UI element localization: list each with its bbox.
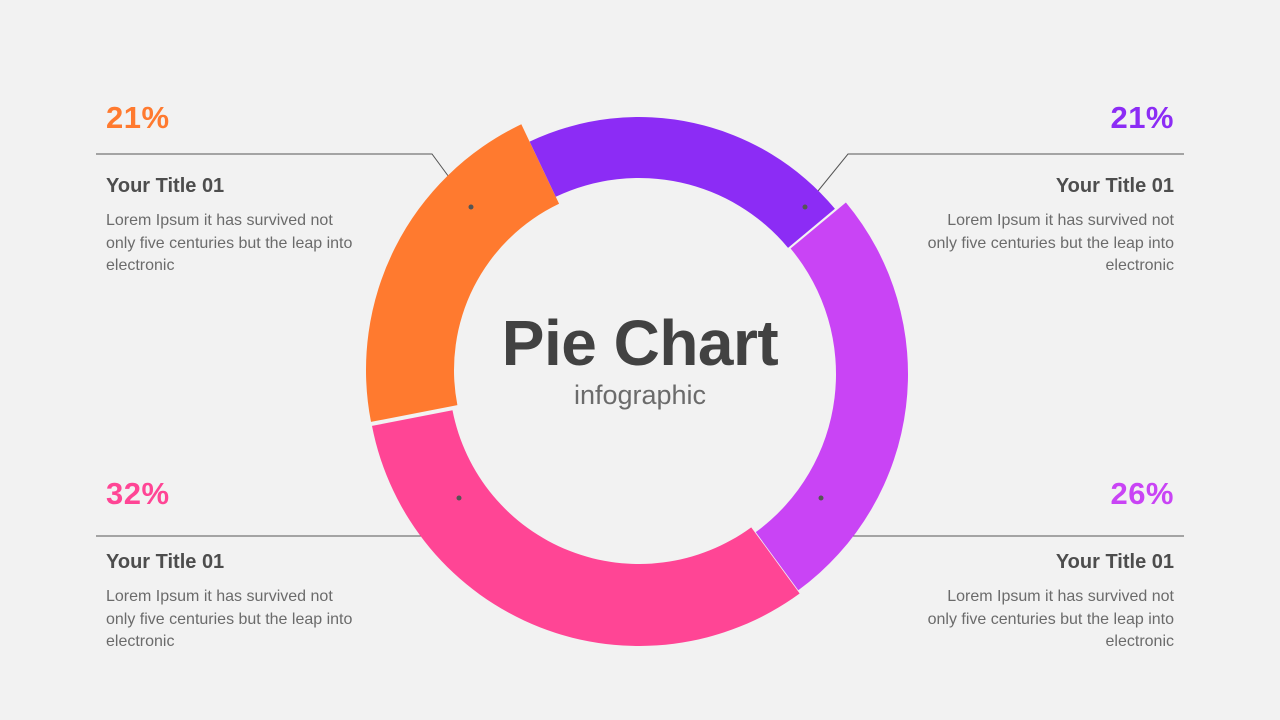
slice-description-pink: Lorem Ipsum it has survived not only fiv… (106, 588, 353, 650)
chart-subtitle: infographic (573, 380, 707, 410)
chart-title: Pie Chart (501, 307, 779, 379)
donut-arcs (366, 117, 908, 647)
slice-description-purple: Lorem Ipsum it has survived not only fiv… (927, 212, 1174, 274)
slice-title-purple: Your Title 01 (1055, 175, 1174, 197)
slice-title-violet: Your Title 01 (1055, 551, 1174, 573)
leader-dot-orange (468, 204, 474, 210)
slice-label-pink: 32% (106, 476, 170, 511)
slice-label-violet: 26% (1110, 476, 1174, 511)
slice-description-orange: Lorem Ipsum it has survived not only fiv… (106, 212, 353, 274)
leader-dots (456, 204, 824, 501)
leader-line-purple (804, 153, 1184, 208)
slice-title-orange: Your Title 01 (106, 175, 225, 197)
slice-label-purple: 21% (1110, 100, 1174, 135)
slice-title-pink: Your Title 01 (106, 551, 225, 573)
leader-dot-violet (818, 495, 824, 501)
slice-label-orange: 21% (106, 100, 170, 135)
slice-description-violet: Lorem Ipsum it has survived not only fiv… (927, 588, 1174, 650)
donut-slice-violet (755, 202, 908, 591)
leader-dot-pink (456, 495, 462, 501)
donut-slice-purple (529, 117, 835, 248)
donut-slice-orange (366, 124, 560, 422)
leader-dot-purple (802, 204, 808, 210)
donut-slice-pink (371, 410, 800, 647)
